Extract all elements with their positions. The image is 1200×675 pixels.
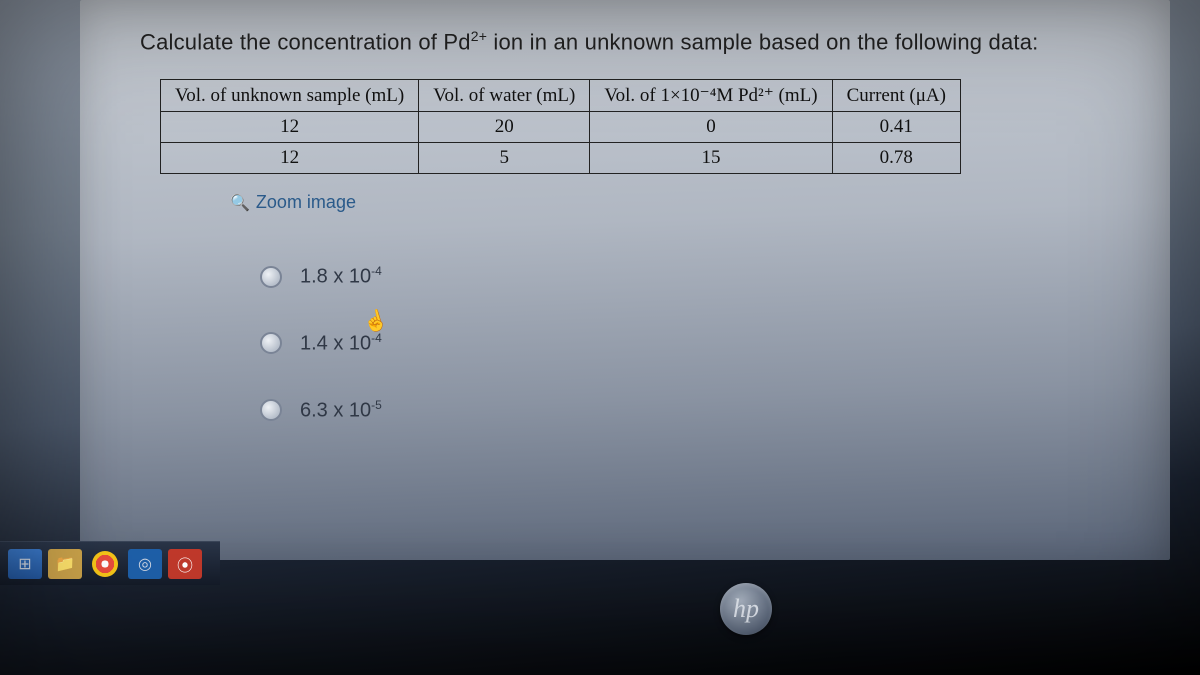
table-row: 12 20 0 0.41 — [161, 112, 961, 143]
hp-logo: hp — [720, 583, 772, 635]
start-button[interactable]: ⊞ — [8, 549, 42, 579]
table-header: Current (μA) — [832, 80, 960, 112]
question-suffix: ion in an unknown sample based on the fo… — [487, 29, 1038, 54]
table-cell: 12 — [161, 143, 419, 174]
table-cell: 0.41 — [832, 112, 960, 143]
magnifier-icon: 🔍 — [230, 193, 250, 213]
option-label: 6.3 x 10-5 — [300, 398, 382, 423]
question-superscript: 2+ — [471, 28, 487, 44]
chrome-icon[interactable] — [88, 549, 122, 579]
table-header-row: Vol. of unknown sample (mL) Vol. of wate… — [161, 80, 961, 112]
app-icon[interactable]: ◎ — [128, 549, 162, 579]
hp-logo-text: hp — [733, 594, 759, 624]
option-c[interactable]: 6.3 x 10-5 — [260, 398, 1130, 423]
quiz-panel: Calculate the concentration of Pd2+ ion … — [80, 0, 1170, 560]
radio-icon[interactable] — [260, 266, 282, 288]
table-row: 12 5 15 0.78 — [161, 143, 961, 174]
record-icon[interactable]: ⦿ — [168, 549, 202, 579]
answer-options: 1.8 x 10-4 1.4 x 10-4 6.3 x 10-5 — [260, 264, 1130, 422]
option-b[interactable]: 1.4 x 10-4 — [260, 331, 1130, 356]
table-cell: 0 — [590, 112, 832, 143]
file-explorer-icon[interactable]: 📁 — [48, 549, 82, 579]
zoom-image-link[interactable]: 🔍 Zoom image — [230, 192, 356, 213]
table-header: Vol. of unknown sample (mL) — [161, 80, 419, 112]
table-cell: 20 — [419, 112, 590, 143]
option-label: 1.8 x 10-4 — [300, 264, 382, 289]
option-a[interactable]: 1.8 x 10-4 — [260, 264, 1130, 289]
radio-icon[interactable] — [260, 399, 282, 421]
table-cell: 12 — [161, 112, 419, 143]
data-table: Vol. of unknown sample (mL) Vol. of wate… — [160, 79, 961, 174]
table-header: Vol. of water (mL) — [419, 80, 590, 112]
table-cell: 15 — [590, 143, 832, 174]
zoom-label: Zoom image — [256, 192, 356, 213]
table-header: Vol. of 1×10⁻⁴M Pd²⁺ (mL) — [590, 80, 832, 112]
table-cell: 5 — [419, 143, 590, 174]
question-prefix: Calculate the concentration of Pd — [140, 29, 471, 54]
question-text: Calculate the concentration of Pd2+ ion … — [140, 28, 1130, 55]
windows-taskbar[interactable]: ⊞ 📁 ◎ ⦿ — [0, 541, 220, 585]
radio-icon[interactable] — [260, 332, 282, 354]
